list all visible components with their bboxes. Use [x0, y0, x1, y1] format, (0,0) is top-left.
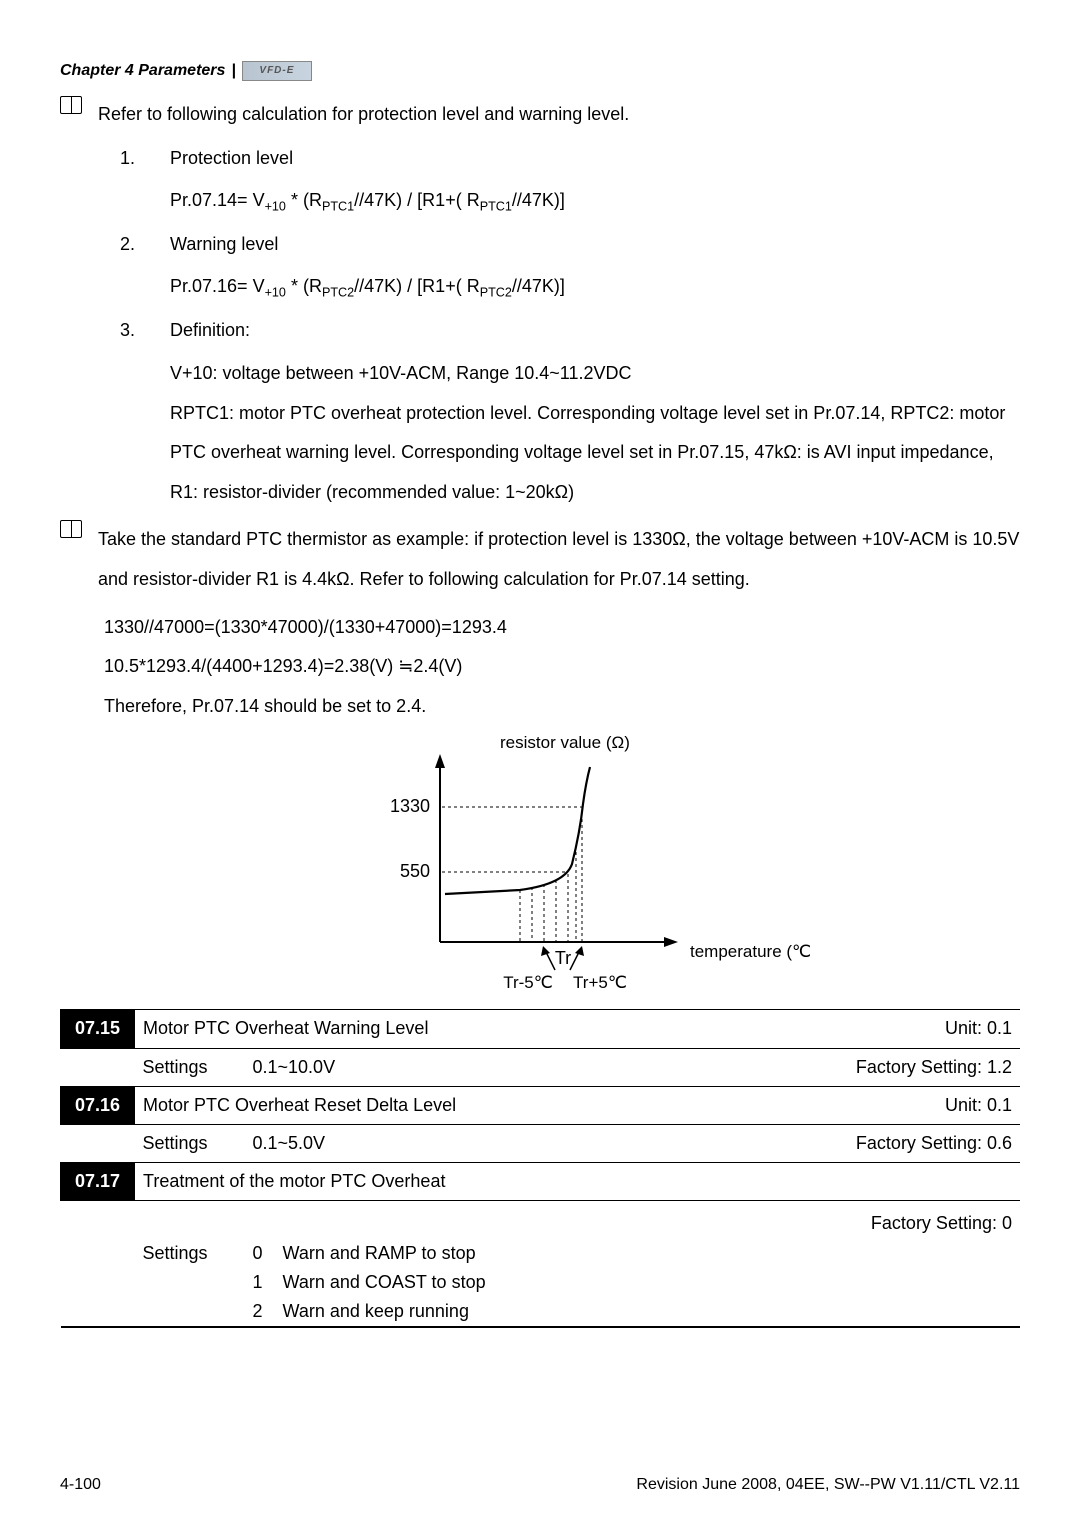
- x-axis-label: temperature (℃): [690, 942, 810, 961]
- x-tick: Tr+5℃: [573, 973, 627, 992]
- list-number: 1.: [120, 140, 170, 176]
- settings-range: 0.1~5.0V: [245, 1125, 666, 1163]
- param-option-row: 2 Warn and keep running: [61, 1297, 1021, 1327]
- brand-logo: VFD-E: [242, 61, 312, 81]
- calculation: 1330//47000=(1330*47000)/(1330+47000)=12…: [104, 608, 1020, 648]
- option-text: Warn and RAMP to stop: [275, 1239, 1021, 1268]
- param-unit: Unit: 0.1: [665, 1010, 1020, 1048]
- page-number: 4-100: [60, 1474, 101, 1496]
- definition-text: V+10: voltage between +10V-ACM, Range 10…: [170, 354, 1020, 394]
- y-tick: 550: [400, 861, 430, 881]
- definition-text: RPTC1: motor PTC overheat protection lev…: [170, 394, 1020, 513]
- option-text: Warn and keep running: [275, 1297, 1021, 1327]
- y-tick: 1330: [390, 796, 430, 816]
- note-block: Take the standard PTC thermistor as exam…: [60, 520, 1020, 599]
- formula: Pr.07.14= V+10 * (RPTC1//47K) / [R1+( RP…: [170, 182, 1020, 220]
- calculation: 10.5*1293.4/(4400+1293.4)=2.38(V) ≒2.4(V…: [104, 647, 1020, 687]
- option-text: Warn and COAST to stop: [275, 1268, 1021, 1297]
- option-number: 1: [245, 1268, 275, 1297]
- x-center-label: Tr: [555, 948, 571, 968]
- param-factory-row: Factory Setting: 0: [61, 1201, 1021, 1239]
- note-intro: Refer to following calculation for prote…: [98, 96, 1020, 132]
- settings-label: Settings: [135, 1239, 245, 1268]
- option-number: 2: [245, 1297, 275, 1327]
- calculation: Therefore, Pr.07.14 should be set to 2.4…: [104, 687, 1020, 727]
- param-code: 07.17: [61, 1163, 135, 1201]
- x-tick: Tr-5℃: [503, 973, 553, 992]
- y-axis-label: resistor value (Ω): [500, 733, 630, 752]
- revision-text: Revision June 2008, 04EE, SW--PW V1.11/C…: [636, 1474, 1020, 1496]
- list-number: 3.: [120, 312, 170, 348]
- book-icon: [60, 520, 82, 538]
- formula: Pr.07.16= V+10 * (RPTC2//47K) / [R1+( RP…: [170, 268, 1020, 306]
- page-footer: 4-100 Revision June 2008, 04EE, SW--PW V…: [60, 1474, 1020, 1496]
- numbered-list: 1. Protection level: [120, 140, 1020, 176]
- factory-setting: Factory Setting: 0.6: [665, 1125, 1020, 1163]
- param-unit: Unit: 0.1: [665, 1086, 1020, 1124]
- factory-setting: Factory Setting: 0: [665, 1201, 1020, 1239]
- param-option-row: Settings 0 Warn and RAMP to stop: [61, 1239, 1021, 1268]
- list-title: Warning level: [170, 226, 1020, 262]
- parameter-table: 07.15 Motor PTC Overheat Warning Level U…: [60, 1009, 1020, 1328]
- book-icon: [60, 96, 82, 114]
- factory-setting: Factory Setting: 1.2: [665, 1048, 1020, 1086]
- param-settings-row: Settings 0.1~10.0V Factory Setting: 1.2: [61, 1048, 1021, 1086]
- param-title-row: 07.16 Motor PTC Overheat Reset Delta Lev…: [61, 1086, 1021, 1124]
- settings-label: Settings: [135, 1048, 245, 1086]
- param-option-row: 1 Warn and COAST to stop: [61, 1268, 1021, 1297]
- param-code: 07.15: [61, 1010, 135, 1048]
- ptc-curve-chart: resistor value (Ω) 1330 550 Tr temperatu…: [60, 732, 1020, 999]
- chapter-label: Chapter 4 Parameters: [60, 60, 225, 82]
- settings-label: Settings: [135, 1125, 245, 1163]
- param-title-row: 07.15 Motor PTC Overheat Warning Level U…: [61, 1010, 1021, 1048]
- option-number: 0: [245, 1239, 275, 1268]
- list-title: Protection level: [170, 140, 1020, 176]
- param-settings-row: Settings 0.1~5.0V Factory Setting: 0.6: [61, 1125, 1021, 1163]
- param-title: Motor PTC Overheat Warning Level: [135, 1010, 666, 1048]
- param-title-row: 07.17 Treatment of the motor PTC Overhea…: [61, 1163, 1021, 1201]
- note-block: Refer to following calculation for prote…: [60, 96, 1020, 132]
- settings-range: 0.1~10.0V: [245, 1048, 666, 1086]
- page-header: Chapter 4 Parameters | VFD-E: [60, 60, 1020, 82]
- param-code: 07.16: [61, 1086, 135, 1124]
- param-title: Treatment of the motor PTC Overheat: [135, 1163, 1021, 1201]
- param-title: Motor PTC Overheat Reset Delta Level: [135, 1086, 666, 1124]
- list-title: Definition:: [170, 312, 1020, 348]
- list-number: 2.: [120, 226, 170, 262]
- example-text: Take the standard PTC thermistor as exam…: [98, 520, 1020, 599]
